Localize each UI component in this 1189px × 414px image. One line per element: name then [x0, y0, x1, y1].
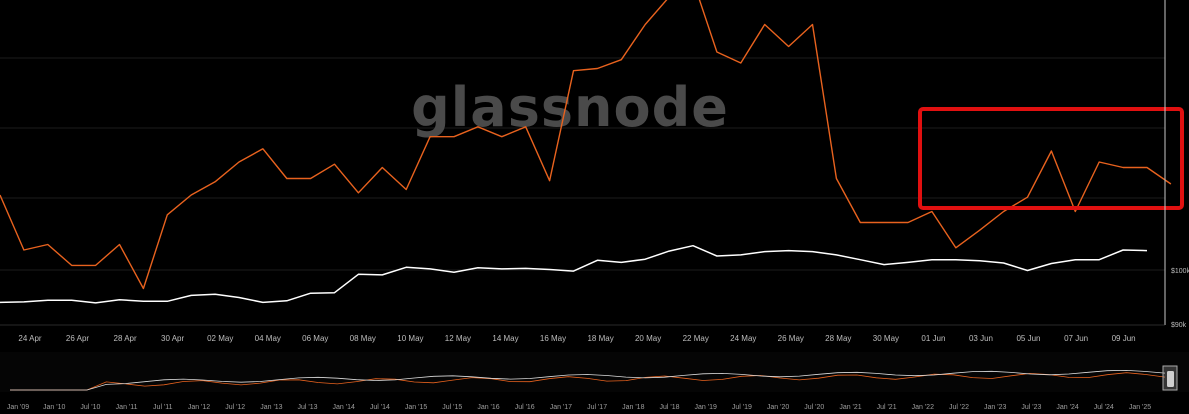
x-tick-label: 04 May — [255, 334, 281, 343]
navigator-tick-label: Jan '13 — [260, 404, 282, 411]
x-tick-label: 26 May — [778, 334, 804, 343]
navigator-price-line — [10, 369, 1166, 391]
navigator-tick-label: Jul '23 — [1021, 404, 1041, 411]
gridlines — [0, 57, 1165, 271]
x-tick-label: 08 May — [350, 334, 376, 343]
x-tick-label: 20 May — [635, 334, 661, 343]
x-tick-label: 28 Apr — [114, 334, 137, 343]
price-series-line — [0, 244, 1148, 304]
x-tick-label: 05 Jun — [1016, 334, 1040, 343]
x-tick-label: 10 May — [397, 334, 423, 343]
navigator-grip[interactable] — [1167, 371, 1174, 387]
navigator-tick-label: Jul '24 — [1094, 404, 1114, 411]
navigator-metric-line — [10, 372, 1166, 391]
navigator-tick-label: Jan '09 — [7, 404, 29, 411]
navigator-tick-label: Jul '11 — [153, 404, 173, 411]
x-tick-label: 16 May — [540, 334, 566, 343]
navigator-tick-label: Jul '16 — [515, 404, 535, 411]
x-tick-label: 24 May — [730, 334, 756, 343]
navigator-background — [0, 352, 1189, 392]
navigator-tick-label: Jul '21 — [877, 404, 897, 411]
navigator-tick-label: Jan '25 — [1129, 404, 1151, 411]
y-tick-label: $90k — [1171, 322, 1187, 329]
navigator-tick-label: Jul '12 — [225, 404, 245, 411]
navigator-tick-label: Jan '19 — [695, 404, 717, 411]
navigator-tick-label: Jan '21 — [839, 404, 861, 411]
navigator-tick-label: Jan '12 — [188, 404, 210, 411]
navigator-tick-label: Jan '10 — [43, 404, 65, 411]
x-tick-label: 24 Apr — [18, 334, 41, 343]
navigator-tick-label: Jul '17 — [587, 404, 607, 411]
y-tick-label: $100k — [1171, 268, 1189, 275]
navigator-tick-label: Jul '10 — [80, 404, 100, 411]
x-tick-label: 22 May — [683, 334, 709, 343]
x-tick-label: 30 Apr — [161, 334, 184, 343]
navigator-tick-label: Jan '24 — [1056, 404, 1078, 411]
metric-series-line — [0, 0, 1172, 290]
navigator-tick-label: Jan '14 — [333, 404, 355, 411]
navigator-tick-label: Jul '15 — [442, 404, 462, 411]
navigator-tick-label: Jan '11 — [116, 404, 138, 411]
navigator-tick-label: Jan '22 — [912, 404, 934, 411]
x-tick-label: 26 Apr — [66, 334, 89, 343]
navigator-tick-label: Jul '14 — [370, 404, 390, 411]
navigator-tick-label: Jan '18 — [622, 404, 644, 411]
x-tick-label: 06 May — [302, 334, 328, 343]
y-axis-ticks: $100k $90k — [1171, 268, 1189, 329]
navigator-tick-label: Jan '17 — [550, 404, 572, 411]
x-tick-label: 09 Jun — [1112, 334, 1136, 343]
navigator-tick-label: Jan '23 — [984, 404, 1006, 411]
navigator-tick-label: Jan '15 — [405, 404, 427, 411]
x-tick-label: 02 May — [207, 334, 233, 343]
navigator-tick-label: Jul '20 — [804, 404, 824, 411]
x-tick-label: 14 May — [492, 334, 518, 343]
x-tick-label: 01 Jun — [921, 334, 945, 343]
navigator-tick-label: Jan '20 — [767, 404, 789, 411]
x-tick-label: 07 Jun — [1064, 334, 1088, 343]
navigator-tick-label: Jul '18 — [659, 404, 679, 411]
highlight-box — [918, 107, 1184, 210]
navigator-tick-label: Jul '13 — [297, 404, 317, 411]
navigator-tick-label: Jul '22 — [949, 404, 969, 411]
plot-series — [0, 0, 1172, 304]
x-tick-label: 12 May — [445, 334, 471, 343]
x-tick-label: 18 May — [587, 334, 613, 343]
x-tick-label: 03 Jun — [969, 334, 993, 343]
navigator-tick-label: Jul '19 — [732, 404, 752, 411]
navigator[interactable]: Jan '09 Jan '10 Jul '10 Jan '11 Jul '11 Jan '… — [0, 352, 1189, 411]
navigator-tick-label: Jan '16 — [477, 404, 499, 411]
x-axis-ticks: 24 Apr 26 Apr 28 Apr 30 Apr 02 May 04 May 06 M… — [18, 334, 1135, 343]
x-tick-label: 30 May — [873, 334, 899, 343]
x-tick-label: 28 May — [825, 334, 851, 343]
